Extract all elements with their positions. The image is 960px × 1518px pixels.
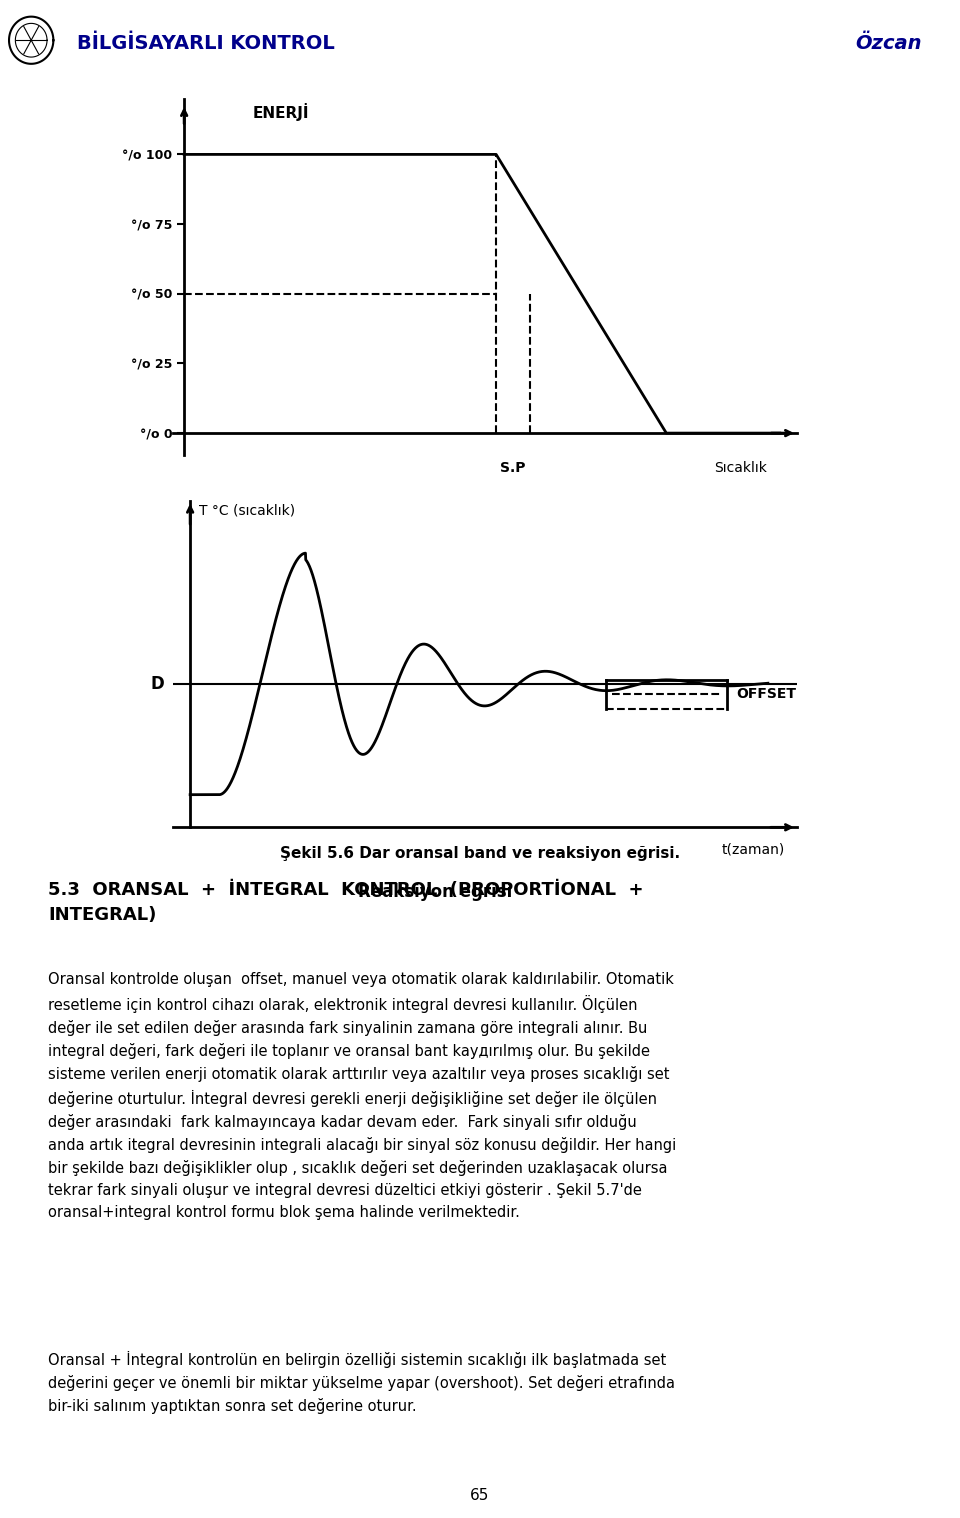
Text: Oransal + İntegral kontrolün en belirgin özelliği sistemin sıcaklığı ilk başlatm: Oransal + İntegral kontrolün en belirgin… bbox=[48, 1351, 675, 1415]
Text: T °C (sıcaklık): T °C (sıcaklık) bbox=[199, 504, 295, 518]
Text: OFFSET: OFFSET bbox=[736, 688, 796, 701]
Text: Oransal kontrolde oluşan  offset, manuel veya otomatik olarak kaldırılabilir. Ot: Oransal kontrolde oluşan offset, manuel … bbox=[48, 972, 676, 1219]
Text: 65: 65 bbox=[470, 1488, 490, 1503]
Text: 5.3  ORANSAL  +  İNTEGRAL  KONTROL  (PROPORTİONAL  +
INTEGRAL): 5.3 ORANSAL + İNTEGRAL KONTROL (PROPORTİ… bbox=[48, 880, 643, 923]
Text: S.P: S.P bbox=[500, 461, 526, 475]
Text: ENERJİ: ENERJİ bbox=[252, 103, 309, 121]
Text: Sıcaklık: Sıcaklık bbox=[713, 461, 766, 475]
Text: t(zaman): t(zaman) bbox=[722, 842, 785, 858]
Text: Dar oransal band: Dar oransal band bbox=[373, 527, 534, 545]
Text: Şekil 5.6 Dar oransal band ve reaksiyon eğrisi.: Şekil 5.6 Dar oransal band ve reaksiyon … bbox=[280, 847, 680, 861]
Text: BİLGİSAYARLI KONTROL: BİLGİSAYARLI KONTROL bbox=[77, 33, 334, 53]
Text: Özcan: Özcan bbox=[855, 33, 922, 53]
Text: Reaksiyon eğrisi: Reaksiyon eğrisi bbox=[358, 883, 512, 900]
Text: D: D bbox=[151, 674, 164, 692]
